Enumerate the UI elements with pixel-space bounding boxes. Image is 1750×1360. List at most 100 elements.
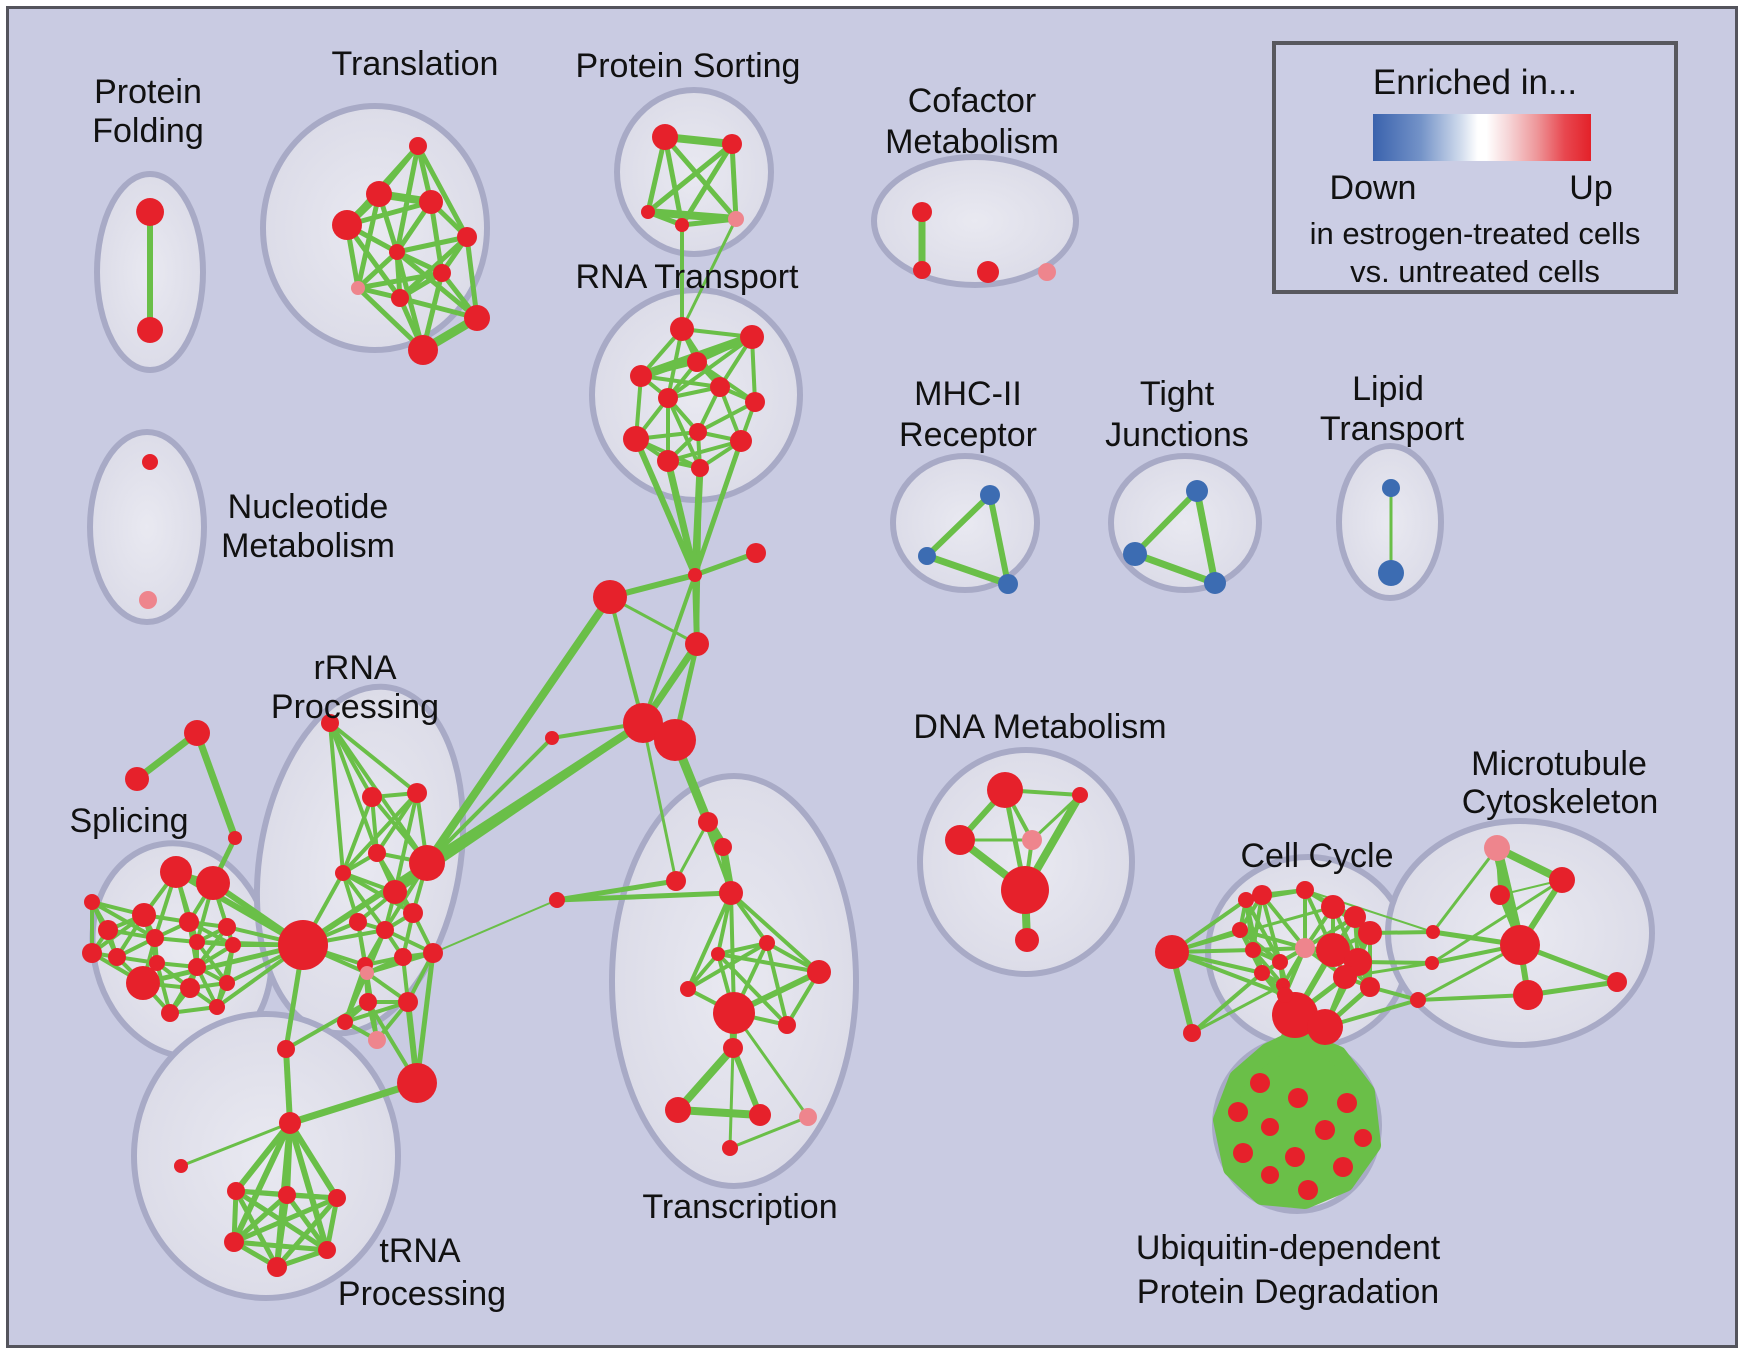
node-124[interactable] (1155, 935, 1189, 969)
node-22[interactable] (670, 317, 694, 341)
node-84[interactable] (423, 943, 443, 963)
node-81[interactable] (403, 903, 423, 923)
node-78[interactable] (335, 865, 351, 881)
node-24[interactable] (687, 352, 707, 372)
node-120[interactable] (945, 825, 975, 855)
node-63[interactable] (225, 937, 241, 953)
node-108[interactable] (711, 947, 725, 961)
node-74[interactable] (321, 714, 339, 732)
node-160[interactable] (1354, 1129, 1372, 1147)
node-48[interactable] (545, 731, 559, 745)
node-46[interactable] (593, 580, 627, 614)
node-59[interactable] (84, 894, 100, 910)
node-159[interactable] (1315, 1120, 1335, 1140)
node-18[interactable] (912, 202, 932, 222)
node-83[interactable] (376, 921, 394, 939)
node-95[interactable] (174, 1159, 188, 1173)
node-132[interactable] (1254, 965, 1270, 981)
node-20[interactable] (977, 261, 999, 283)
node-42[interactable] (1382, 479, 1400, 497)
node-12[interactable] (408, 335, 438, 365)
node-69[interactable] (180, 978, 200, 998)
node-141[interactable] (1360, 977, 1380, 997)
node-35[interactable] (139, 591, 157, 609)
node-107[interactable] (759, 935, 775, 951)
node-54[interactable] (160, 856, 192, 888)
node-94[interactable] (279, 1112, 301, 1134)
node-66[interactable] (149, 955, 165, 971)
node-140[interactable] (1333, 965, 1357, 989)
node-2[interactable] (409, 137, 427, 155)
node-87[interactable] (360, 966, 374, 980)
node-15[interactable] (641, 205, 655, 219)
node-91[interactable] (337, 1014, 353, 1030)
node-53[interactable] (228, 831, 242, 845)
node-7[interactable] (389, 244, 405, 260)
node-136[interactable] (1344, 906, 1366, 928)
node-129[interactable] (1232, 922, 1248, 938)
node-161[interactable] (1233, 1143, 1253, 1163)
node-40[interactable] (1123, 542, 1147, 566)
node-152[interactable] (1513, 980, 1543, 1010)
node-4[interactable] (419, 190, 443, 214)
node-32[interactable] (657, 450, 679, 472)
node-41[interactable] (1204, 572, 1226, 594)
node-114[interactable] (665, 1097, 691, 1123)
node-149[interactable] (1549, 867, 1575, 893)
node-92[interactable] (277, 1040, 295, 1058)
node-0[interactable] (136, 198, 164, 226)
node-150[interactable] (1490, 885, 1510, 905)
node-135[interactable] (1321, 895, 1345, 919)
node-14[interactable] (722, 134, 742, 154)
node-99[interactable] (224, 1232, 244, 1252)
node-142[interactable] (1272, 992, 1318, 1038)
node-100[interactable] (318, 1241, 336, 1259)
node-50[interactable] (654, 719, 696, 761)
node-3[interactable] (366, 181, 392, 207)
node-28[interactable] (658, 388, 678, 408)
node-110[interactable] (680, 981, 696, 997)
node-10[interactable] (391, 289, 409, 307)
node-36[interactable] (980, 485, 1000, 505)
node-131[interactable] (1272, 954, 1288, 970)
node-144[interactable] (1277, 987, 1293, 1003)
node-145[interactable] (1426, 925, 1440, 939)
node-56[interactable] (132, 903, 156, 927)
node-11[interactable] (464, 305, 490, 331)
node-76[interactable] (407, 783, 427, 803)
node-30[interactable] (689, 423, 707, 441)
node-43[interactable] (1378, 560, 1404, 586)
node-109[interactable] (807, 960, 831, 984)
node-9[interactable] (351, 281, 365, 295)
node-146[interactable] (1425, 956, 1439, 970)
node-55[interactable] (196, 866, 230, 900)
node-45[interactable] (688, 568, 702, 582)
node-8[interactable] (433, 264, 451, 282)
node-34[interactable] (142, 454, 158, 470)
node-21[interactable] (1038, 263, 1056, 281)
node-118[interactable] (987, 772, 1023, 808)
node-26[interactable] (710, 377, 730, 397)
node-127[interactable] (1252, 885, 1272, 905)
node-31[interactable] (730, 430, 752, 452)
node-122[interactable] (1001, 866, 1049, 914)
node-62[interactable] (189, 934, 205, 950)
node-155[interactable] (1288, 1088, 1308, 1108)
node-67[interactable] (188, 958, 206, 976)
node-80[interactable] (409, 845, 445, 881)
node-47[interactable] (685, 632, 709, 656)
node-153[interactable] (1607, 972, 1627, 992)
node-123[interactable] (1015, 928, 1039, 952)
node-73[interactable] (278, 920, 328, 970)
node-117[interactable] (722, 1140, 738, 1156)
node-6[interactable] (457, 227, 477, 247)
node-65[interactable] (108, 948, 126, 966)
node-102[interactable] (698, 812, 718, 832)
node-97[interactable] (278, 1186, 296, 1204)
node-121[interactable] (1022, 830, 1042, 850)
node-156[interactable] (1337, 1093, 1357, 1113)
node-19[interactable] (913, 261, 931, 279)
node-33[interactable] (691, 459, 709, 477)
node-148[interactable] (1484, 835, 1510, 861)
node-138[interactable] (1316, 933, 1350, 967)
